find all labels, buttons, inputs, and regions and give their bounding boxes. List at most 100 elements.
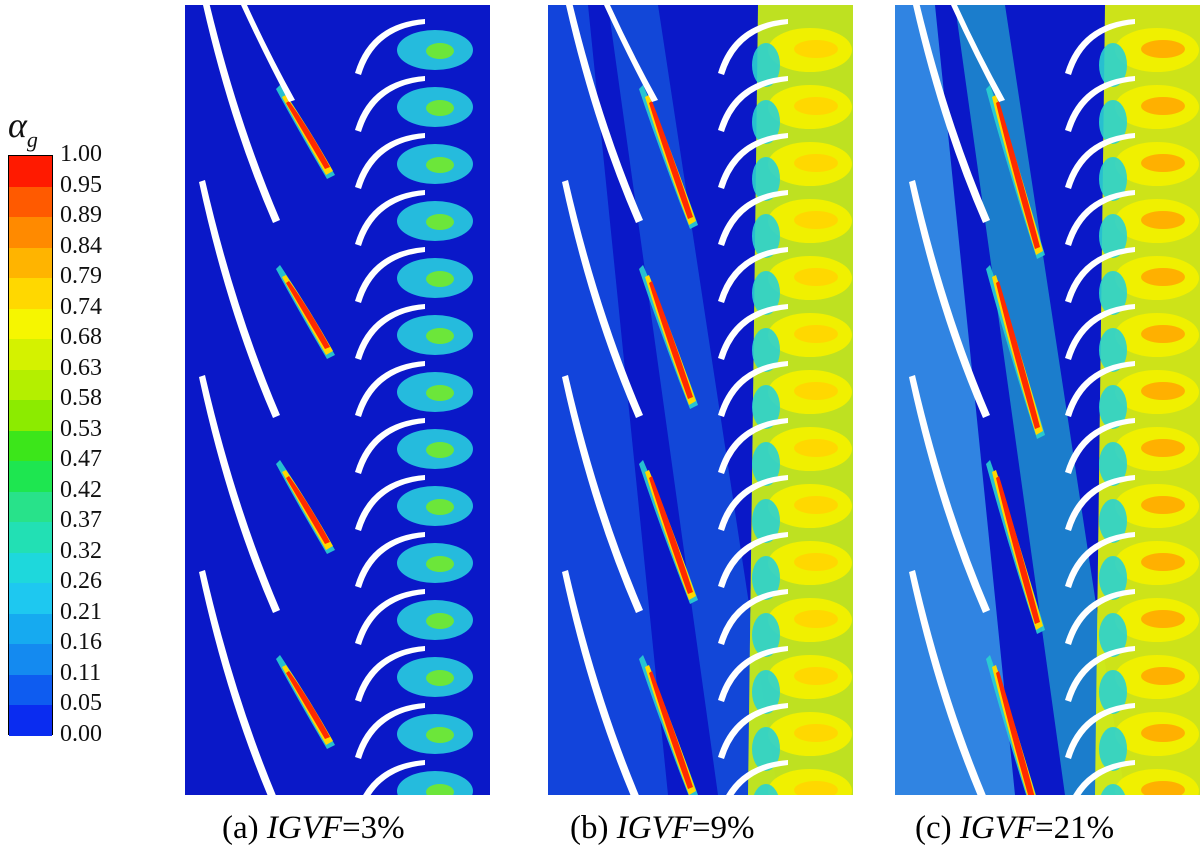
caption-a: (a) IGVF=3% — [222, 810, 405, 847]
legend-swatch — [9, 186, 52, 218]
rotor-blade — [718, 532, 788, 588]
orange-core — [1141, 610, 1185, 628]
rotor-blade — [1065, 703, 1135, 759]
caption-c: (c) IGVF=21% — [915, 810, 1114, 847]
rotor-blade — [355, 418, 425, 474]
legend-tick-label: 0.21 — [60, 598, 102, 625]
green-core — [426, 328, 454, 344]
legend-swatch — [9, 705, 52, 737]
caption-c-value: =21% — [1035, 810, 1115, 846]
cyan-edge — [1099, 613, 1127, 657]
rotor-blade — [355, 304, 425, 360]
caption-b: (b) IGVF=9% — [570, 810, 754, 847]
rotor-blade — [1065, 418, 1135, 474]
cyan-edge — [752, 43, 780, 87]
green-core — [426, 613, 454, 629]
caption-a-value: =3% — [342, 810, 405, 846]
rotor-blade — [718, 19, 788, 75]
orange-core — [1141, 724, 1185, 742]
stator-blade — [909, 570, 986, 795]
legend-swatch — [9, 308, 52, 340]
stator-blade — [199, 375, 280, 613]
orange-core — [794, 382, 838, 400]
rotor-blade — [1065, 532, 1135, 588]
rotor-blade — [718, 76, 788, 132]
wake-red — [649, 281, 693, 399]
legend-swatch — [9, 491, 52, 523]
cyan-edge — [752, 271, 780, 315]
orange-core — [1141, 496, 1185, 514]
orange-core — [1141, 667, 1185, 685]
rotor-blade — [718, 304, 788, 360]
stator-blade — [562, 180, 643, 418]
contour-svg — [895, 5, 1200, 795]
legend-tick-label: 0.05 — [60, 690, 102, 717]
wake-red — [286, 671, 330, 739]
legend-swatch — [9, 400, 52, 432]
green-core — [426, 271, 454, 287]
rotor-blade — [718, 418, 788, 474]
cyan-edge — [1099, 385, 1127, 429]
orange-core — [1141, 439, 1185, 457]
orange-core — [794, 667, 838, 685]
orange-core — [794, 553, 838, 571]
rotor-blade — [1065, 190, 1135, 246]
cyan-edge — [752, 613, 780, 657]
rotor-blade — [1065, 361, 1135, 417]
cyan-edge — [752, 499, 780, 543]
legend-title-subscript: g — [26, 127, 38, 152]
green-core — [426, 157, 454, 173]
color-legend: αg 1.00 0.95 0.89 0.84 0.79 0.74 0.68 0.63 0.58 0… — [0, 0, 180, 800]
legend-tick-label: 0.16 — [60, 629, 102, 656]
stator-blade — [199, 570, 276, 795]
rotor-blade — [718, 361, 788, 417]
legend-tick-label: 0.11 — [60, 659, 102, 686]
orange-core — [794, 610, 838, 628]
rotor-blade — [355, 646, 425, 702]
rotor-blade — [355, 475, 425, 531]
cyan-edge — [752, 442, 780, 486]
contour-svg — [548, 5, 853, 795]
green-core — [426, 214, 454, 230]
rotor-blade — [1065, 19, 1135, 75]
cyan-edge — [1099, 328, 1127, 372]
orange-core — [794, 40, 838, 58]
wake-red — [649, 671, 693, 789]
orange-core — [1141, 553, 1185, 571]
legend-swatch — [9, 156, 52, 188]
cyan-edge — [752, 385, 780, 429]
legend-swatch — [9, 247, 52, 279]
orange-core — [1141, 40, 1185, 58]
legend-tick-label: 0.84 — [60, 232, 102, 259]
rotor-blade — [355, 247, 425, 303]
rotor-blade — [718, 247, 788, 303]
gas-wash-left — [548, 5, 668, 795]
green-core — [426, 385, 454, 401]
green-core — [426, 670, 454, 686]
stator-blade — [909, 180, 990, 418]
stator-blade — [199, 180, 280, 418]
legend-swatch — [9, 522, 52, 554]
legend-tick-label: 0.47 — [60, 446, 102, 473]
cyan-edge — [752, 727, 780, 771]
cyan-edge — [752, 214, 780, 258]
legend-swatch — [9, 613, 52, 645]
stator-blade — [241, 5, 295, 102]
caption-b-prefix: (b) — [570, 810, 617, 846]
stator-blade — [562, 570, 639, 795]
cyan-edge — [752, 556, 780, 600]
rotor-blade — [355, 19, 425, 75]
green-core — [426, 499, 454, 515]
orange-core — [1141, 268, 1185, 286]
legend-tick-label: 0.00 — [60, 721, 102, 747]
green-core — [426, 100, 454, 116]
rotor-blade — [1065, 247, 1135, 303]
cyan-edge — [753, 784, 779, 795]
legend-tick-label: 0.26 — [60, 568, 102, 595]
caption-a-var: IGVF — [266, 810, 343, 846]
green-core — [426, 784, 454, 795]
rotor-blade — [1065, 646, 1135, 702]
stator-blade — [951, 5, 1005, 102]
legend-tick-label: 0.37 — [60, 507, 102, 534]
stator-blade — [202, 5, 280, 223]
